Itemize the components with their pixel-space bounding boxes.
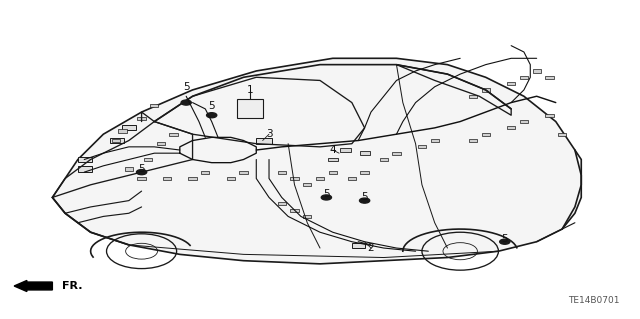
Text: FR.: FR. <box>62 281 83 291</box>
Text: 5: 5 <box>323 189 330 199</box>
Polygon shape <box>52 58 581 264</box>
Bar <box>545 76 554 79</box>
Bar <box>348 177 356 180</box>
Bar <box>431 139 439 142</box>
Bar <box>520 120 528 123</box>
Bar <box>150 104 159 107</box>
Bar <box>278 171 286 174</box>
Bar <box>256 138 272 144</box>
Bar <box>558 133 566 136</box>
Text: 5: 5 <box>362 192 368 203</box>
Bar <box>392 152 401 155</box>
Bar <box>78 167 92 172</box>
Bar <box>380 158 388 161</box>
Bar <box>170 133 177 136</box>
Bar <box>138 177 146 180</box>
Bar <box>507 126 515 130</box>
Circle shape <box>360 198 370 203</box>
Bar <box>118 130 127 133</box>
Text: 5: 5 <box>502 234 508 243</box>
Bar <box>418 145 426 148</box>
Text: TE14B0701: TE14B0701 <box>568 296 620 305</box>
Bar <box>468 95 477 98</box>
Bar <box>316 177 324 180</box>
FancyArrow shape <box>14 280 52 292</box>
Bar <box>125 167 133 171</box>
Bar <box>122 125 136 130</box>
Bar <box>360 151 370 155</box>
Bar <box>545 114 554 117</box>
Bar <box>138 117 146 120</box>
Text: 2: 2 <box>367 243 374 253</box>
Bar <box>328 171 337 174</box>
Bar <box>112 139 120 142</box>
Bar <box>291 209 299 212</box>
Text: 1: 1 <box>246 85 253 95</box>
Bar <box>303 183 312 186</box>
Bar <box>163 177 172 180</box>
Text: 5: 5 <box>209 101 215 111</box>
Bar <box>303 215 312 218</box>
Bar <box>520 76 528 79</box>
Bar <box>109 138 124 143</box>
Bar <box>278 202 286 205</box>
Bar <box>201 171 209 174</box>
Bar <box>481 88 490 92</box>
Bar <box>468 139 477 142</box>
Bar <box>78 157 92 162</box>
Bar <box>144 158 152 161</box>
Bar <box>507 82 515 85</box>
Bar <box>291 177 299 180</box>
Bar <box>532 69 541 72</box>
Circle shape <box>181 100 191 105</box>
Bar <box>352 243 365 248</box>
Bar <box>227 177 235 180</box>
Bar <box>328 158 338 161</box>
Text: 3: 3 <box>266 129 273 139</box>
Circle shape <box>321 195 332 200</box>
Bar <box>157 142 165 145</box>
Circle shape <box>136 170 147 175</box>
Text: 4: 4 <box>330 145 336 155</box>
Circle shape <box>207 113 217 118</box>
Bar <box>360 171 369 174</box>
Bar <box>237 100 262 118</box>
Text: 5: 5 <box>138 164 145 174</box>
Circle shape <box>500 239 510 244</box>
Bar <box>340 148 351 152</box>
Text: 5: 5 <box>183 82 189 92</box>
Bar <box>188 177 196 180</box>
Bar <box>239 171 248 174</box>
Bar <box>481 133 490 136</box>
